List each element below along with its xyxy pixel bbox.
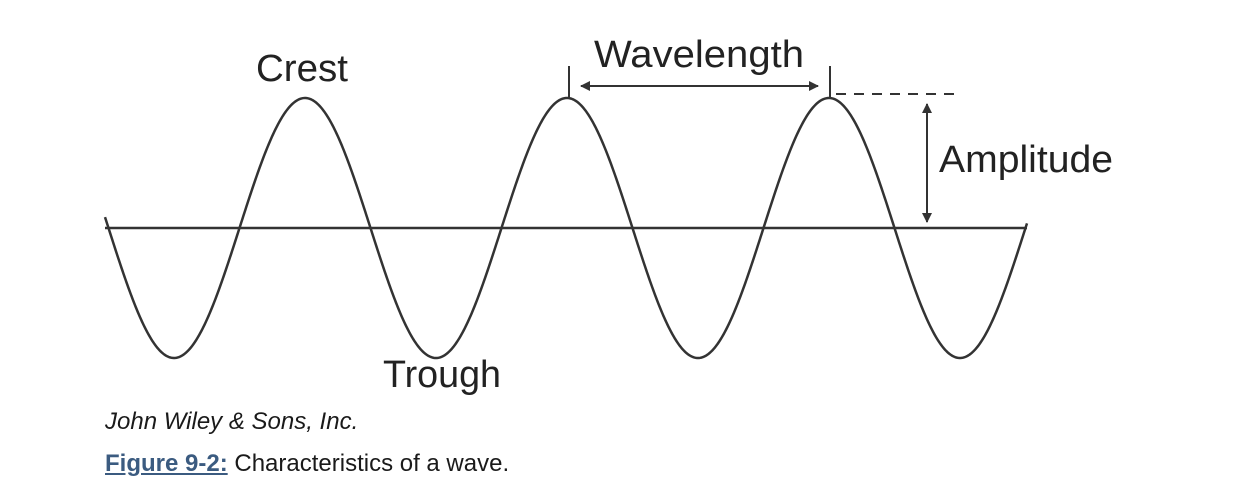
trough-label: Trough <box>383 354 501 396</box>
figure-caption-text: Characteristics of a wave. <box>234 450 510 477</box>
amplitude-label: Amplitude <box>939 139 1113 181</box>
figure-number-link[interactable]: Figure 9-2: <box>105 450 228 477</box>
wave-curve <box>103 96 1029 360</box>
crest-label: Crest <box>256 48 348 90</box>
wavelength-label: Wavelength <box>594 34 804 76</box>
image-credit: John Wiley & Sons, Inc. <box>105 408 359 435</box>
wave-diagram: Crest Trough Wavelength Amplitude <box>103 34 1113 396</box>
figure-caption: Figure 9-2: Characteristics of a wave. <box>105 450 509 478</box>
